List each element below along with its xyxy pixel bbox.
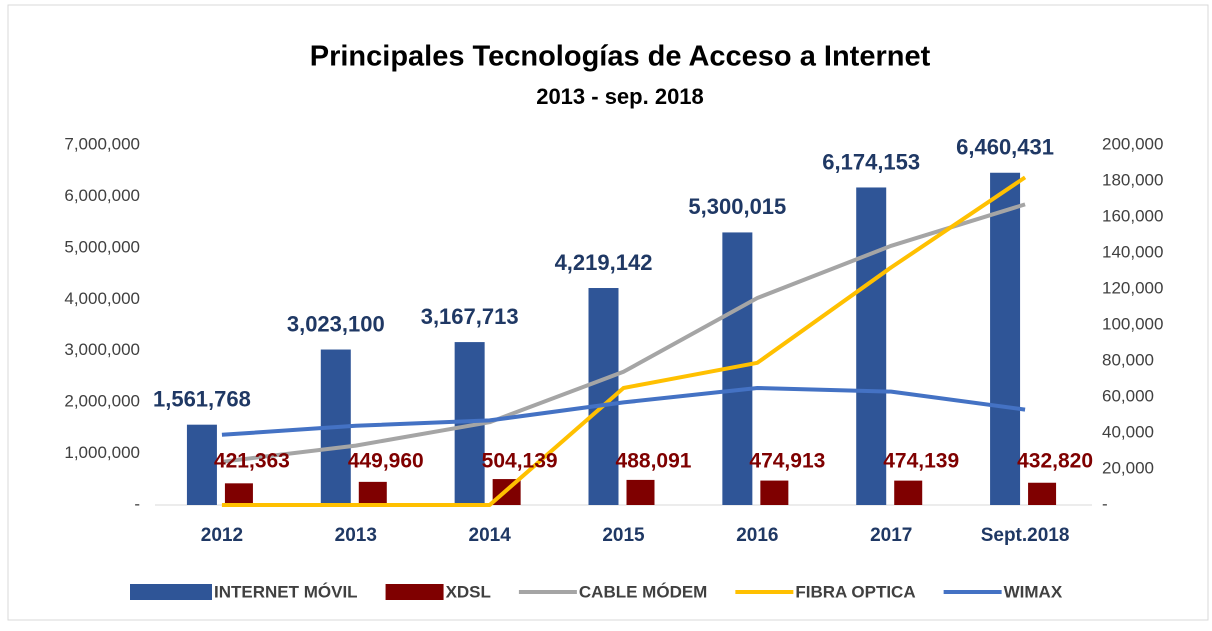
data-label: 488,091 <box>616 450 692 473</box>
x-tick-label: 2015 <box>602 525 645 546</box>
legend-label: CABLE MÓDEM <box>579 582 707 601</box>
y2-tick-label: 160,000 <box>1102 206 1163 225</box>
x-tick-label: 2016 <box>736 525 778 546</box>
data-label: 3,167,713 <box>421 304 519 329</box>
y2-tick-label: 80,000 <box>1102 350 1154 369</box>
x-tick-label: 2017 <box>870 525 912 546</box>
data-label: 1,561,768 <box>153 386 251 411</box>
data-label: 5,300,015 <box>688 194 786 219</box>
y-tick-label: 7,000,000 <box>64 134 140 153</box>
line-series <box>221 386 1026 437</box>
x-tick-label: 2012 <box>201 525 243 546</box>
y2-tick-label: 200,000 <box>1102 134 1163 153</box>
data-label: 6,460,431 <box>956 135 1054 160</box>
data-label: 432,820 <box>1017 450 1093 473</box>
y-tick-label: - <box>134 494 140 513</box>
y2-tick-label: 100,000 <box>1102 314 1163 333</box>
chart-subtitle: 2013 - sep. 2018 <box>536 84 704 109</box>
data-label: 474,913 <box>749 450 825 473</box>
legend-label: XDSL <box>446 582 491 601</box>
y-tick-label: 6,000,000 <box>64 186 140 205</box>
data-label: 474,139 <box>883 450 959 473</box>
y2-tick-label: 60,000 <box>1102 386 1154 405</box>
x-tick-label: Sept.2018 <box>981 525 1070 546</box>
legend-label: INTERNET MÓVIL <box>214 582 358 601</box>
bar <box>760 480 789 505</box>
bar <box>358 481 387 505</box>
legend-label: FIBRA OPTICA <box>795 582 915 601</box>
x-tick-label: 2013 <box>335 525 377 546</box>
data-label: 3,023,100 <box>287 311 385 336</box>
legend-label: WIMAX <box>1004 582 1063 601</box>
bar <box>990 172 1021 505</box>
chart-title: Principales Tecnologías de Acceso a Inte… <box>310 41 931 73</box>
bar <box>894 480 923 505</box>
bar <box>1028 482 1057 505</box>
data-label: 421,363 <box>214 450 290 473</box>
y2-tick-label: - <box>1102 494 1108 513</box>
y2-tick-label: 40,000 <box>1102 422 1154 441</box>
data-label: 449,960 <box>348 450 424 473</box>
y2-tick-label: 20,000 <box>1102 458 1154 477</box>
y2-tick-label: 180,000 <box>1102 170 1163 189</box>
y2-tick-label: 140,000 <box>1102 242 1163 261</box>
bar <box>186 424 217 505</box>
data-label: 504,139 <box>482 450 558 473</box>
y2-tick-label: 120,000 <box>1102 278 1163 297</box>
y-tick-label: 2,000,000 <box>64 392 140 411</box>
y-tick-label: 4,000,000 <box>64 289 140 308</box>
y-tick-label: 1,000,000 <box>64 443 140 462</box>
line-series <box>221 202 1026 464</box>
y-tick-label: 5,000,000 <box>64 237 140 256</box>
y-tick-label: 3,000,000 <box>64 340 140 359</box>
data-label: 4,219,142 <box>555 250 653 275</box>
bar <box>224 483 253 505</box>
bar <box>856 187 887 505</box>
x-tick-label: 2014 <box>469 525 512 546</box>
legend-swatch <box>385 584 444 600</box>
line-series <box>221 175 1027 507</box>
bar <box>626 479 655 505</box>
data-label: 6,174,153 <box>822 149 920 174</box>
legend-swatch <box>130 584 212 600</box>
